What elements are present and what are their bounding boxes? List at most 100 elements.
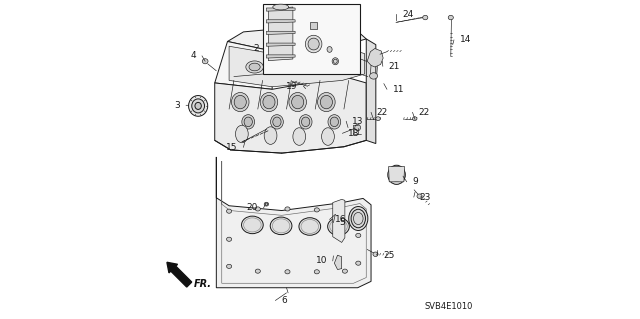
Polygon shape (333, 199, 345, 242)
Polygon shape (227, 26, 366, 51)
Text: FR.: FR. (194, 279, 212, 289)
Ellipse shape (264, 127, 277, 145)
Text: 22: 22 (377, 108, 388, 117)
Ellipse shape (189, 96, 208, 116)
Ellipse shape (299, 218, 321, 235)
Polygon shape (266, 8, 295, 11)
Polygon shape (367, 48, 383, 67)
Ellipse shape (195, 102, 202, 109)
Ellipse shape (351, 209, 365, 228)
Ellipse shape (314, 270, 319, 274)
Ellipse shape (285, 270, 290, 274)
Ellipse shape (305, 35, 322, 53)
Polygon shape (266, 20, 295, 23)
Ellipse shape (255, 207, 260, 211)
Text: 21: 21 (388, 62, 400, 71)
Ellipse shape (413, 117, 417, 121)
Ellipse shape (244, 117, 252, 127)
Ellipse shape (300, 57, 311, 65)
Ellipse shape (328, 218, 349, 235)
Ellipse shape (370, 73, 378, 79)
Ellipse shape (269, 59, 275, 64)
Text: 15: 15 (226, 143, 237, 152)
Text: 9: 9 (413, 177, 419, 186)
Text: 19: 19 (286, 82, 298, 91)
Ellipse shape (289, 93, 307, 112)
Text: 17: 17 (291, 53, 302, 62)
Ellipse shape (448, 15, 453, 20)
Text: 22: 22 (419, 108, 429, 117)
Text: 11: 11 (393, 85, 404, 94)
FancyArrow shape (167, 262, 192, 287)
Ellipse shape (332, 58, 339, 65)
Ellipse shape (227, 209, 232, 213)
Ellipse shape (273, 4, 289, 10)
Polygon shape (366, 39, 376, 144)
Ellipse shape (270, 217, 292, 235)
Ellipse shape (293, 128, 306, 145)
Ellipse shape (232, 93, 249, 112)
Text: 25: 25 (383, 251, 394, 260)
Polygon shape (229, 46, 365, 87)
Polygon shape (266, 43, 295, 46)
Ellipse shape (308, 38, 319, 50)
Ellipse shape (241, 216, 263, 234)
Text: 2: 2 (254, 44, 259, 53)
Ellipse shape (297, 55, 314, 67)
Polygon shape (266, 31, 295, 34)
Text: 6: 6 (281, 296, 287, 305)
Ellipse shape (320, 95, 332, 109)
Text: 12: 12 (332, 46, 344, 55)
Ellipse shape (422, 15, 428, 20)
Ellipse shape (327, 47, 332, 52)
Text: 26: 26 (332, 56, 344, 64)
Text: 3: 3 (175, 101, 180, 110)
Ellipse shape (328, 115, 340, 129)
Ellipse shape (275, 61, 285, 68)
Ellipse shape (264, 202, 269, 206)
Text: 16: 16 (335, 215, 347, 224)
Ellipse shape (301, 117, 310, 127)
Ellipse shape (317, 93, 335, 112)
Ellipse shape (192, 99, 205, 113)
Polygon shape (215, 77, 366, 153)
Text: 24: 24 (403, 10, 413, 19)
Polygon shape (215, 41, 272, 89)
Ellipse shape (249, 63, 260, 71)
Text: 18: 18 (348, 129, 360, 138)
Text: 23: 23 (420, 193, 431, 202)
Ellipse shape (355, 124, 360, 131)
Ellipse shape (263, 95, 275, 109)
Ellipse shape (356, 261, 361, 265)
Text: 5: 5 (339, 218, 345, 227)
Text: 13: 13 (352, 117, 364, 126)
Ellipse shape (326, 54, 337, 62)
Ellipse shape (349, 207, 368, 230)
Polygon shape (216, 157, 371, 288)
Ellipse shape (227, 264, 232, 269)
Ellipse shape (356, 56, 360, 60)
Ellipse shape (273, 117, 281, 127)
Ellipse shape (271, 115, 284, 129)
Polygon shape (266, 55, 295, 58)
Text: 8: 8 (323, 6, 328, 15)
Ellipse shape (255, 269, 260, 273)
Ellipse shape (314, 208, 319, 212)
Ellipse shape (330, 117, 339, 127)
Text: 14: 14 (460, 35, 471, 44)
Text: 7: 7 (292, 28, 298, 37)
Ellipse shape (246, 61, 264, 73)
Ellipse shape (321, 128, 334, 145)
Ellipse shape (376, 117, 380, 121)
Ellipse shape (242, 115, 255, 129)
Ellipse shape (390, 168, 403, 182)
Ellipse shape (234, 95, 246, 109)
Polygon shape (268, 7, 293, 61)
Ellipse shape (300, 115, 312, 129)
Text: 10: 10 (316, 256, 327, 265)
Ellipse shape (388, 165, 405, 184)
Ellipse shape (271, 58, 289, 70)
Polygon shape (388, 167, 404, 182)
Ellipse shape (356, 234, 361, 237)
Ellipse shape (227, 237, 232, 241)
